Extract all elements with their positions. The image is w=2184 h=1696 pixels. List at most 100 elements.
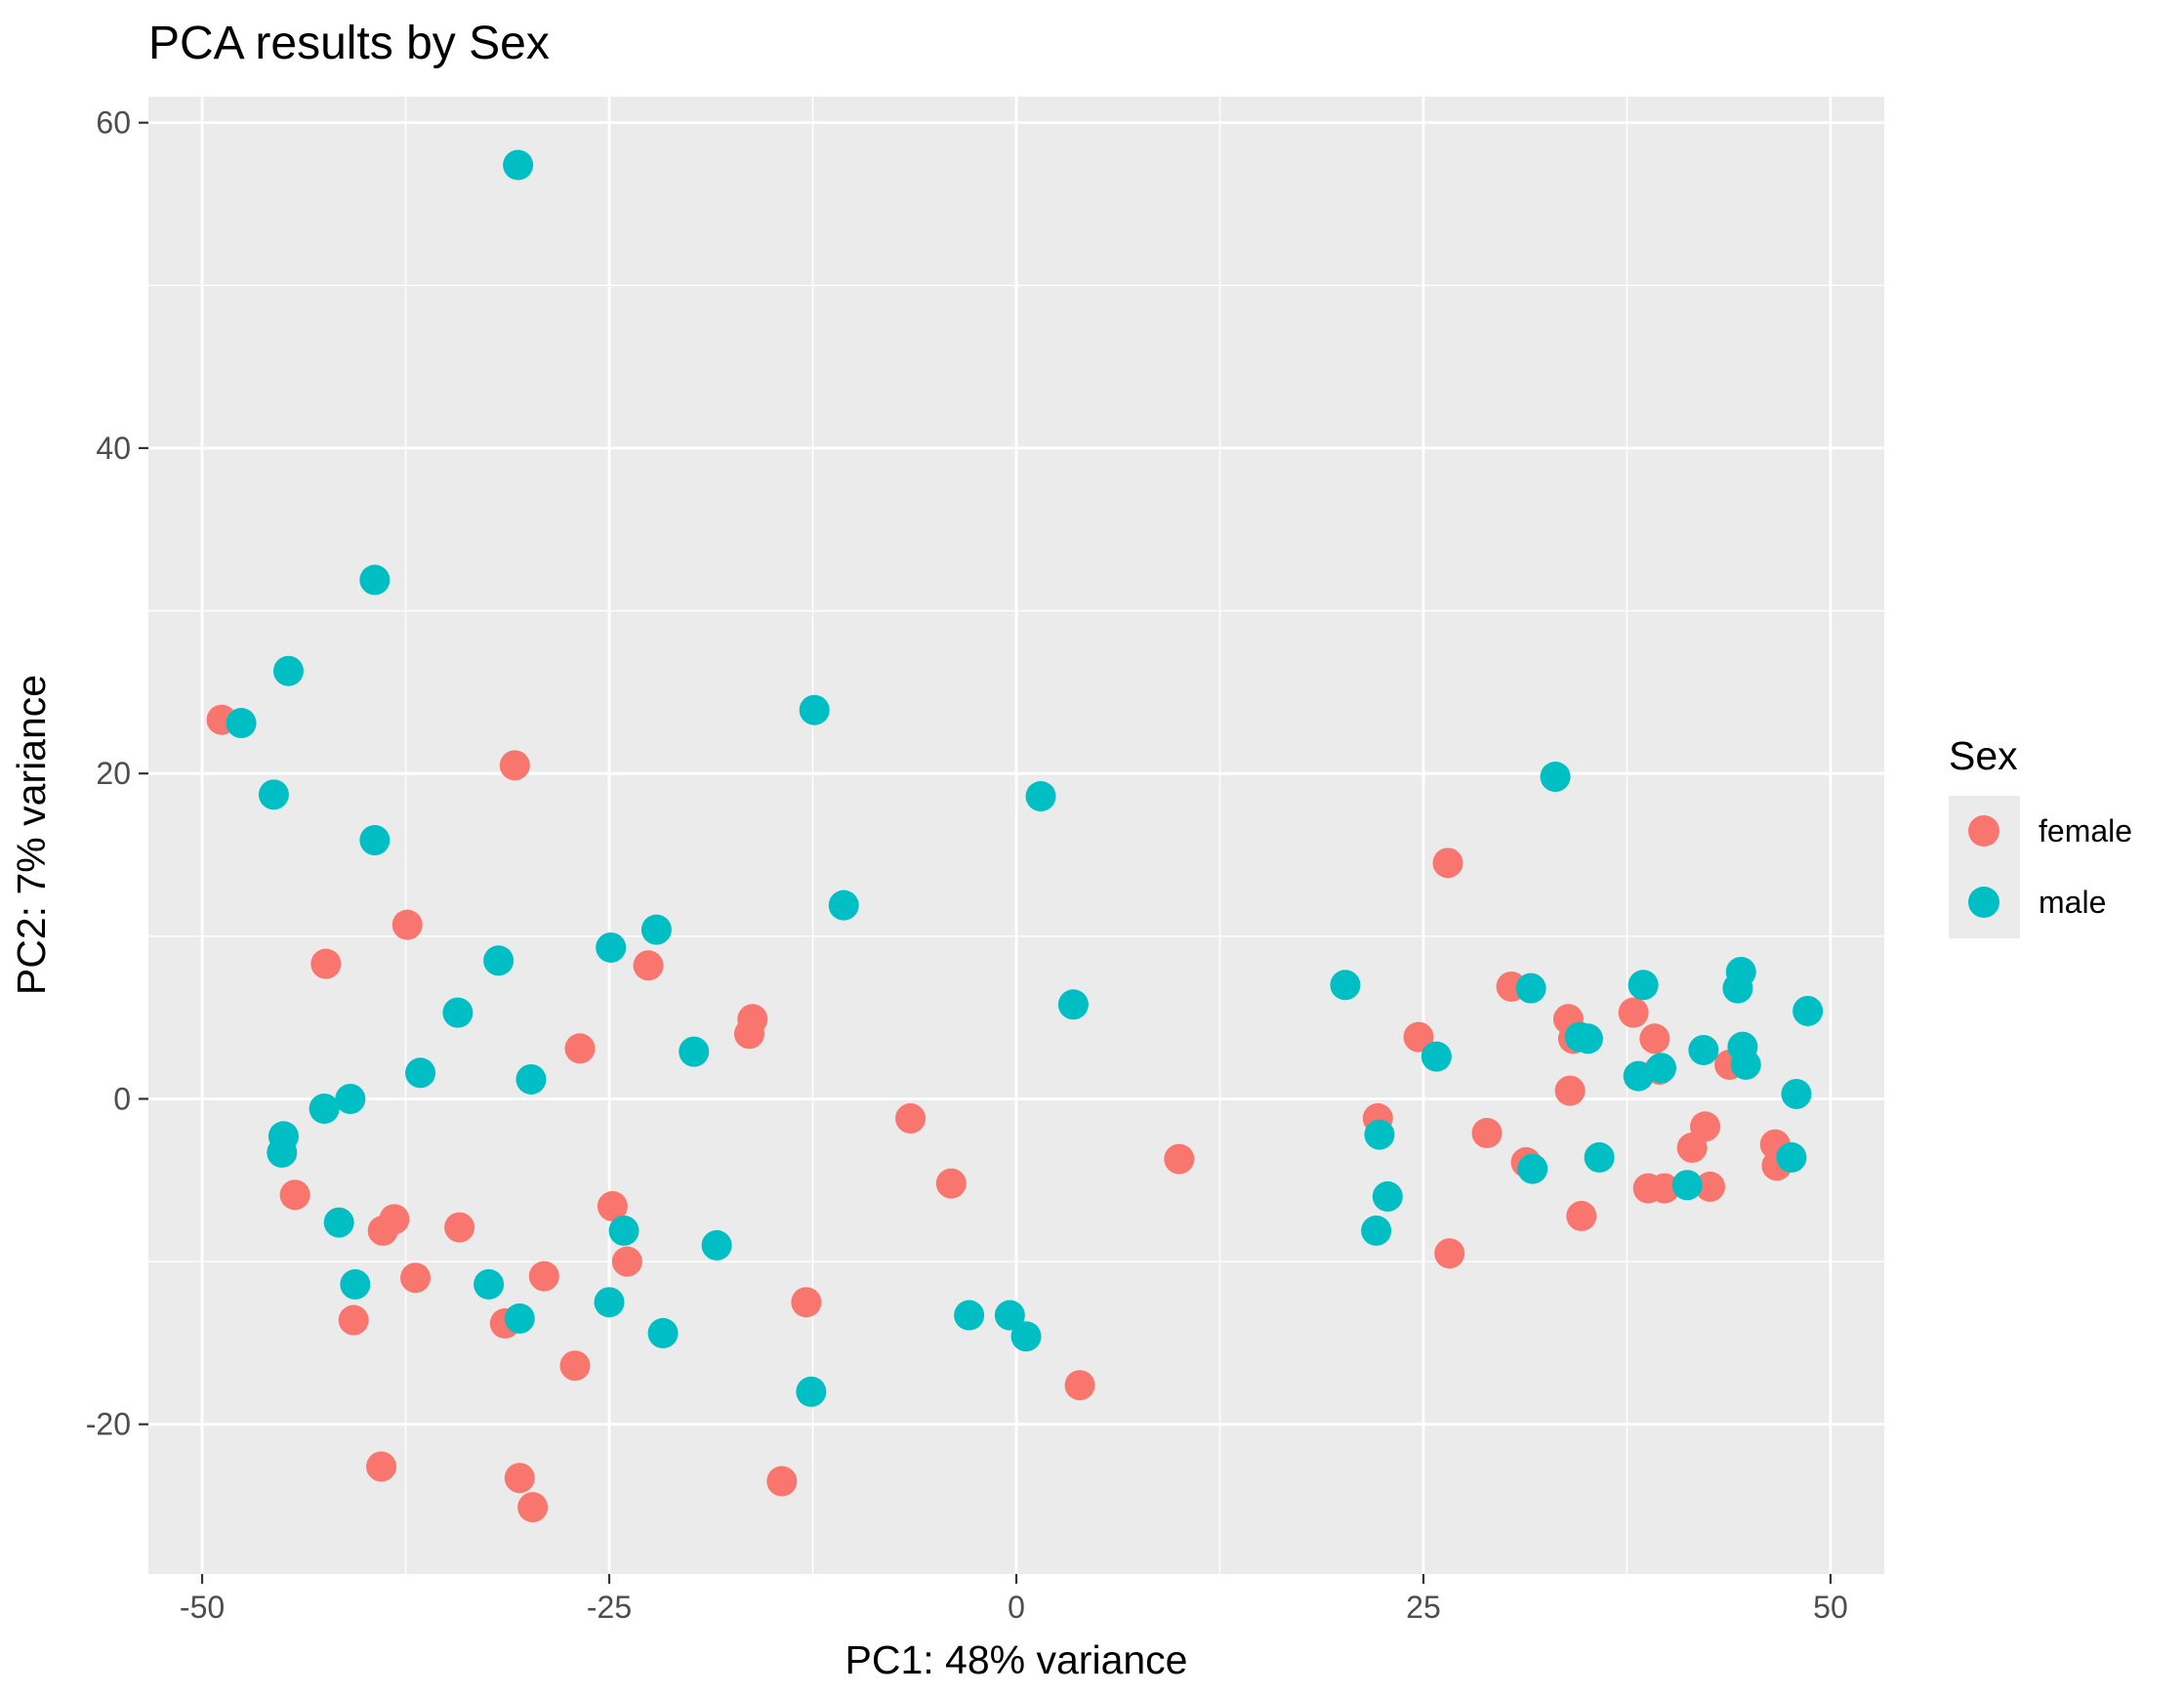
point-female	[1649, 1173, 1680, 1204]
y-tick-label: -20	[86, 1407, 131, 1442]
point-female	[733, 1018, 764, 1050]
point-male	[442, 997, 474, 1028]
legend-key-female	[1968, 815, 1999, 847]
legend-label-female: female	[2039, 813, 2132, 848]
point-male	[647, 1317, 679, 1348]
point-female	[517, 1492, 549, 1523]
point-male	[1645, 1053, 1676, 1084]
point-male	[1572, 1023, 1603, 1055]
point-male	[405, 1057, 436, 1089]
point-male	[640, 914, 672, 945]
data-points	[206, 149, 1824, 1523]
point-male	[1057, 989, 1089, 1020]
x-tick-label: 0	[1008, 1590, 1025, 1625]
point-female	[338, 1304, 369, 1336]
point-male	[504, 1303, 535, 1334]
point-female	[1164, 1143, 1195, 1175]
y-tick-label: 40	[96, 431, 131, 466]
point-male	[1781, 1078, 1812, 1109]
legend: Sex female male	[1949, 733, 2132, 938]
point-male	[323, 1207, 354, 1238]
point-female	[504, 1463, 535, 1494]
point-male	[596, 931, 627, 963]
point-female	[895, 1102, 927, 1134]
point-male	[503, 149, 534, 181]
point-male	[1361, 1215, 1392, 1246]
point-male	[1517, 1153, 1548, 1184]
point-female	[935, 1168, 967, 1199]
point-female	[1676, 1132, 1708, 1163]
point-male	[515, 1063, 547, 1095]
x-tick-label: -25	[587, 1590, 632, 1625]
y-tick-label: 60	[96, 105, 131, 141]
point-female	[1432, 848, 1463, 879]
point-female	[366, 1451, 397, 1482]
point-female	[499, 750, 530, 781]
point-female	[766, 1466, 798, 1497]
legend-key-male	[1968, 887, 1999, 918]
point-male	[1623, 1060, 1654, 1092]
point-male	[1364, 1119, 1395, 1150]
point-male	[474, 1268, 505, 1300]
point-female	[310, 948, 342, 979]
point-male	[1515, 972, 1546, 1004]
point-male	[1584, 1141, 1615, 1173]
point-male	[267, 1137, 298, 1168]
x-tick-label: 50	[1813, 1590, 1848, 1625]
point-male	[226, 708, 257, 739]
point-female	[1618, 997, 1649, 1028]
y-axis: -20 0 20 40 60	[86, 105, 148, 1442]
point-male	[701, 1229, 732, 1261]
point-male	[1725, 956, 1756, 987]
point-female	[597, 1190, 628, 1221]
point-male	[1010, 1321, 1042, 1352]
point-female	[611, 1246, 642, 1277]
point-female	[559, 1350, 591, 1382]
point-male	[340, 1268, 371, 1300]
point-female	[1403, 1021, 1434, 1053]
x-tick-label: -50	[180, 1590, 225, 1625]
point-male	[796, 1376, 827, 1407]
point-male	[1628, 970, 1659, 1001]
point-male	[954, 1300, 985, 1331]
point-female	[1554, 1075, 1586, 1106]
point-male	[1730, 1049, 1761, 1080]
point-male	[258, 779, 289, 810]
point-female	[1064, 1370, 1095, 1401]
point-female	[444, 1212, 475, 1243]
legend-title: Sex	[1949, 733, 2018, 778]
point-female	[367, 1215, 398, 1246]
point-male	[483, 945, 515, 976]
point-male	[1540, 762, 1571, 793]
point-male	[1372, 1180, 1403, 1212]
point-male	[1330, 970, 1361, 1001]
point-male	[799, 694, 830, 725]
point-male	[1025, 781, 1056, 812]
point-male	[679, 1036, 710, 1067]
point-female	[564, 1033, 596, 1064]
point-male	[335, 1083, 366, 1114]
point-female	[279, 1179, 310, 1211]
point-female	[1639, 1023, 1670, 1055]
point-female	[1471, 1117, 1503, 1148]
point-female	[1434, 1238, 1465, 1269]
point-male	[359, 824, 391, 855]
point-male	[359, 564, 391, 596]
point-male	[994, 1300, 1025, 1331]
y-axis-title: PC2: 7% variance	[9, 675, 54, 995]
chart-title: PCA results by Sex	[148, 18, 550, 69]
point-male	[828, 889, 859, 921]
y-tick-label: 0	[113, 1081, 131, 1116]
point-male	[1688, 1034, 1719, 1065]
x-axis: -50 -25 0 25 50	[180, 1574, 1848, 1625]
point-male	[309, 1093, 340, 1124]
point-female	[391, 909, 423, 940]
point-male	[1776, 1141, 1807, 1173]
point-female	[791, 1287, 822, 1318]
x-tick-label: 25	[1406, 1590, 1441, 1625]
point-male	[272, 655, 304, 686]
point-male	[608, 1215, 639, 1246]
point-female	[1566, 1200, 1597, 1231]
x-axis-title: PC1: 48% variance	[845, 1637, 1188, 1682]
